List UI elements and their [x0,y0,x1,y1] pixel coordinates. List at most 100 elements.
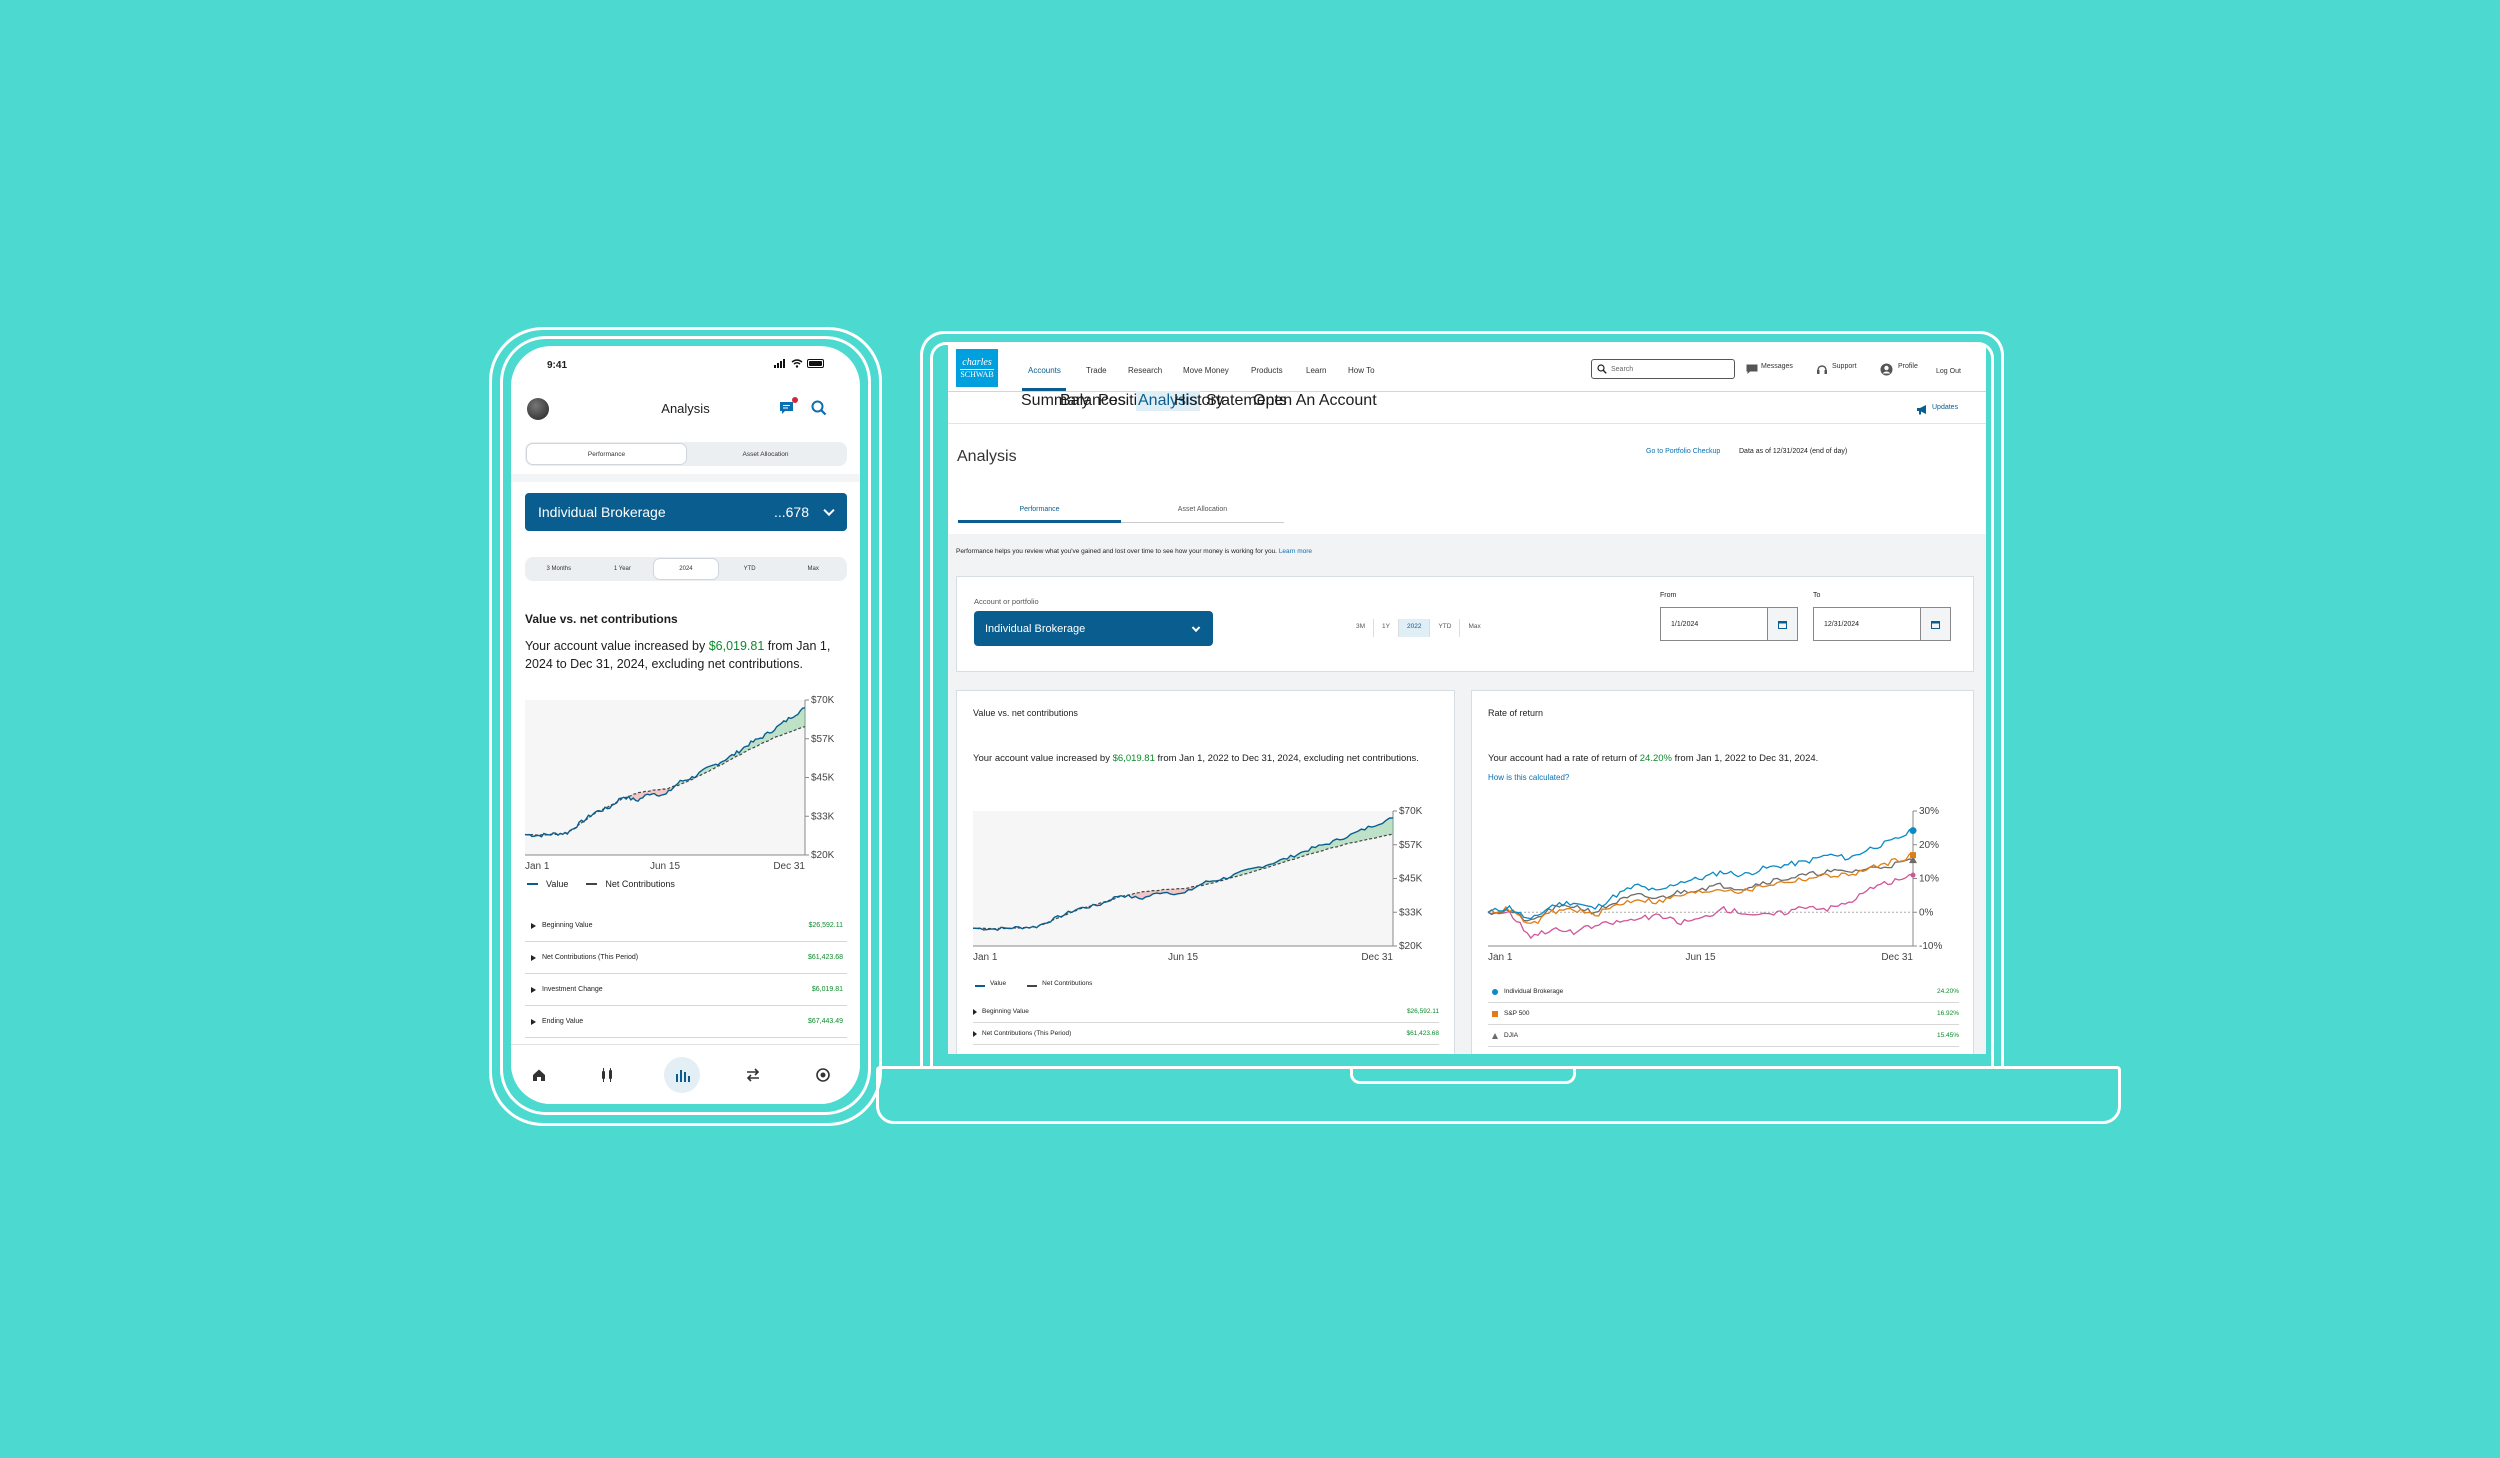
expand-icon [973,1030,977,1037]
y-tick-label: -10% [1919,941,1942,952]
tab-asset-allocation[interactable]: Asset Allocation [1177,506,1228,513]
period-2024[interactable]: 2024 [654,559,718,579]
period-ytd[interactable]: YTD [1430,619,1461,637]
summary-row[interactable]: Beginning Value $26,592.11 [973,1001,1439,1023]
chart-legend: Value Net Contributions [527,879,675,889]
nav-trade[interactable]: Trade [1086,366,1107,375]
nav-products[interactable]: Products [1251,366,1283,375]
series-brokerage-line [1487,829,1914,920]
gap-shade [1311,846,1316,854]
avatar[interactable] [527,398,549,420]
status-time: 9:41 [547,360,568,371]
log-out-link[interactable]: Log Out [1936,368,1961,375]
learn-more-link[interactable]: Learn more [1278,548,1313,555]
y-tick-label: $33K [811,811,835,822]
gap-shade [1378,823,1383,837]
card-title: Value vs. net contributions [973,708,1078,718]
summary-row[interactable]: Net Contributions (This Period) $61,423.6… [973,1023,1439,1045]
support-icon[interactable] [1816,364,1828,376]
y-tick-label: 20% [1919,840,1939,851]
tab-asset-allocation[interactable]: Asset Allocation [742,450,789,458]
gap-shade [1322,844,1326,851]
summary-row[interactable]: Net Contributions (This Period) $61,423.6… [525,942,847,974]
laptop-base [876,1066,2121,1124]
gap-shade [1170,889,1175,895]
battery-icon [807,359,824,368]
account-selector[interactable]: Individual Brokerage [974,611,1213,646]
summary-row[interactable]: Investment Change $6,019.81 [525,974,847,1006]
portfolio-checkup-link[interactable]: Go to Portfolio Checkup [1646,448,1721,455]
search-icon [1597,364,1607,374]
profile-link[interactable]: Profile [1898,363,1918,370]
calendar-icon[interactable] [1767,608,1797,640]
how-calculated-link[interactable]: How is this calculated? [1488,773,1570,782]
laptop-lid [920,331,2004,1068]
nav-how-to[interactable]: How To [1348,366,1375,375]
gap-shade [769,732,773,741]
legend-dot-triangle [1492,1032,1498,1039]
account-selector[interactable]: Individual Brokerage ...678 [525,493,847,531]
transfer-icon[interactable] [737,1059,769,1091]
home-icon[interactable] [523,1059,555,1091]
gap-shade [783,720,787,735]
period-max[interactable]: Max [1468,623,1481,630]
period-ytd[interactable]: YTD [743,566,756,572]
period-3-months[interactable]: 3 Months [546,566,572,572]
gap-shade [750,741,754,749]
intro-text: Performance helps you review what you've… [956,548,1313,555]
tab-performance[interactable]: Performance [1019,506,1060,513]
card-description: Your account value increased by $6,019.8… [973,753,1419,764]
period-1y[interactable]: 1Y [1374,619,1399,637]
summary-row[interactable]: Beginning Value $26,592.11 [525,910,847,942]
value-vs-contributions-chart: $20K $33K $45K $57K $70K Jan 1 Jun 15 Dec 31 [972,806,1423,963]
schwab-logo[interactable]: charles SCHWAB [956,349,998,387]
messages-link[interactable]: Messages [1761,363,1793,370]
expand-icon [531,922,536,929]
legend-net-swatch [1027,985,1038,987]
tab-performance[interactable]: Performance [527,444,686,464]
y-tick-label: 0% [1919,907,1934,918]
summary-row[interactable]: Ending Value $67,443.49 [525,1006,847,1038]
period-1-year[interactable]: 1 Year [613,566,631,572]
updates-link[interactable]: Updates [1932,404,1959,411]
chat-icon[interactable] [779,397,798,415]
search-input[interactable]: Search [1591,359,1735,379]
period-3m[interactable]: 3M [1348,619,1375,637]
subnav-open-an-account[interactable]: Open An Account [1253,392,1377,409]
gap-shade [1318,844,1323,852]
period-max[interactable]: Max [807,566,819,572]
legend-value-label: Value [546,879,569,889]
series-benchmark-line [1487,873,1914,940]
gap-shade [1325,844,1330,850]
nav-research[interactable]: Research [1128,366,1163,375]
explore-icon[interactable] [807,1059,839,1091]
search-icon[interactable] [811,400,827,416]
period-2022[interactable]: 2022 [1398,619,1431,637]
subnav-summary[interactable]: Summary [1021,392,1090,409]
expand-icon [531,1018,536,1025]
subnav-balances[interactable]: Balances [1060,392,1126,409]
to-date-field[interactable]: 12/31/2024 [1813,607,1951,641]
profile-icon[interactable] [1880,363,1893,376]
gap-shade [1389,817,1393,835]
account-name: Individual Brokerage [985,622,1086,635]
subnav-statements[interactable]: Statements [1206,392,1287,409]
nav-move-money[interactable]: Move Money [1183,366,1229,375]
phone-frame-outer [489,327,882,1126]
trade-icon[interactable] [591,1059,623,1091]
calendar-icon[interactable] [1920,608,1950,640]
subnav-analysis[interactable]: Analysis [1136,391,1200,411]
analysis-icon[interactable] [664,1057,700,1093]
plot-area [525,700,805,855]
gap-shade [765,732,768,742]
gap-shade [1177,888,1182,894]
nav-learn[interactable]: Learn [1306,366,1327,375]
support-link[interactable]: Support [1832,363,1857,370]
subnav-history[interactable]: History [1174,392,1224,409]
megaphone-icon[interactable] [1916,404,1929,415]
period-selector: 3M 1Y 2022 YTD Max [1348,619,1489,637]
messages-icon[interactable] [1746,364,1758,375]
wifi-icon [791,359,803,368]
from-date-field[interactable]: 1/1/2024 [1660,607,1798,641]
nav-accounts[interactable]: Accounts [1028,366,1061,375]
